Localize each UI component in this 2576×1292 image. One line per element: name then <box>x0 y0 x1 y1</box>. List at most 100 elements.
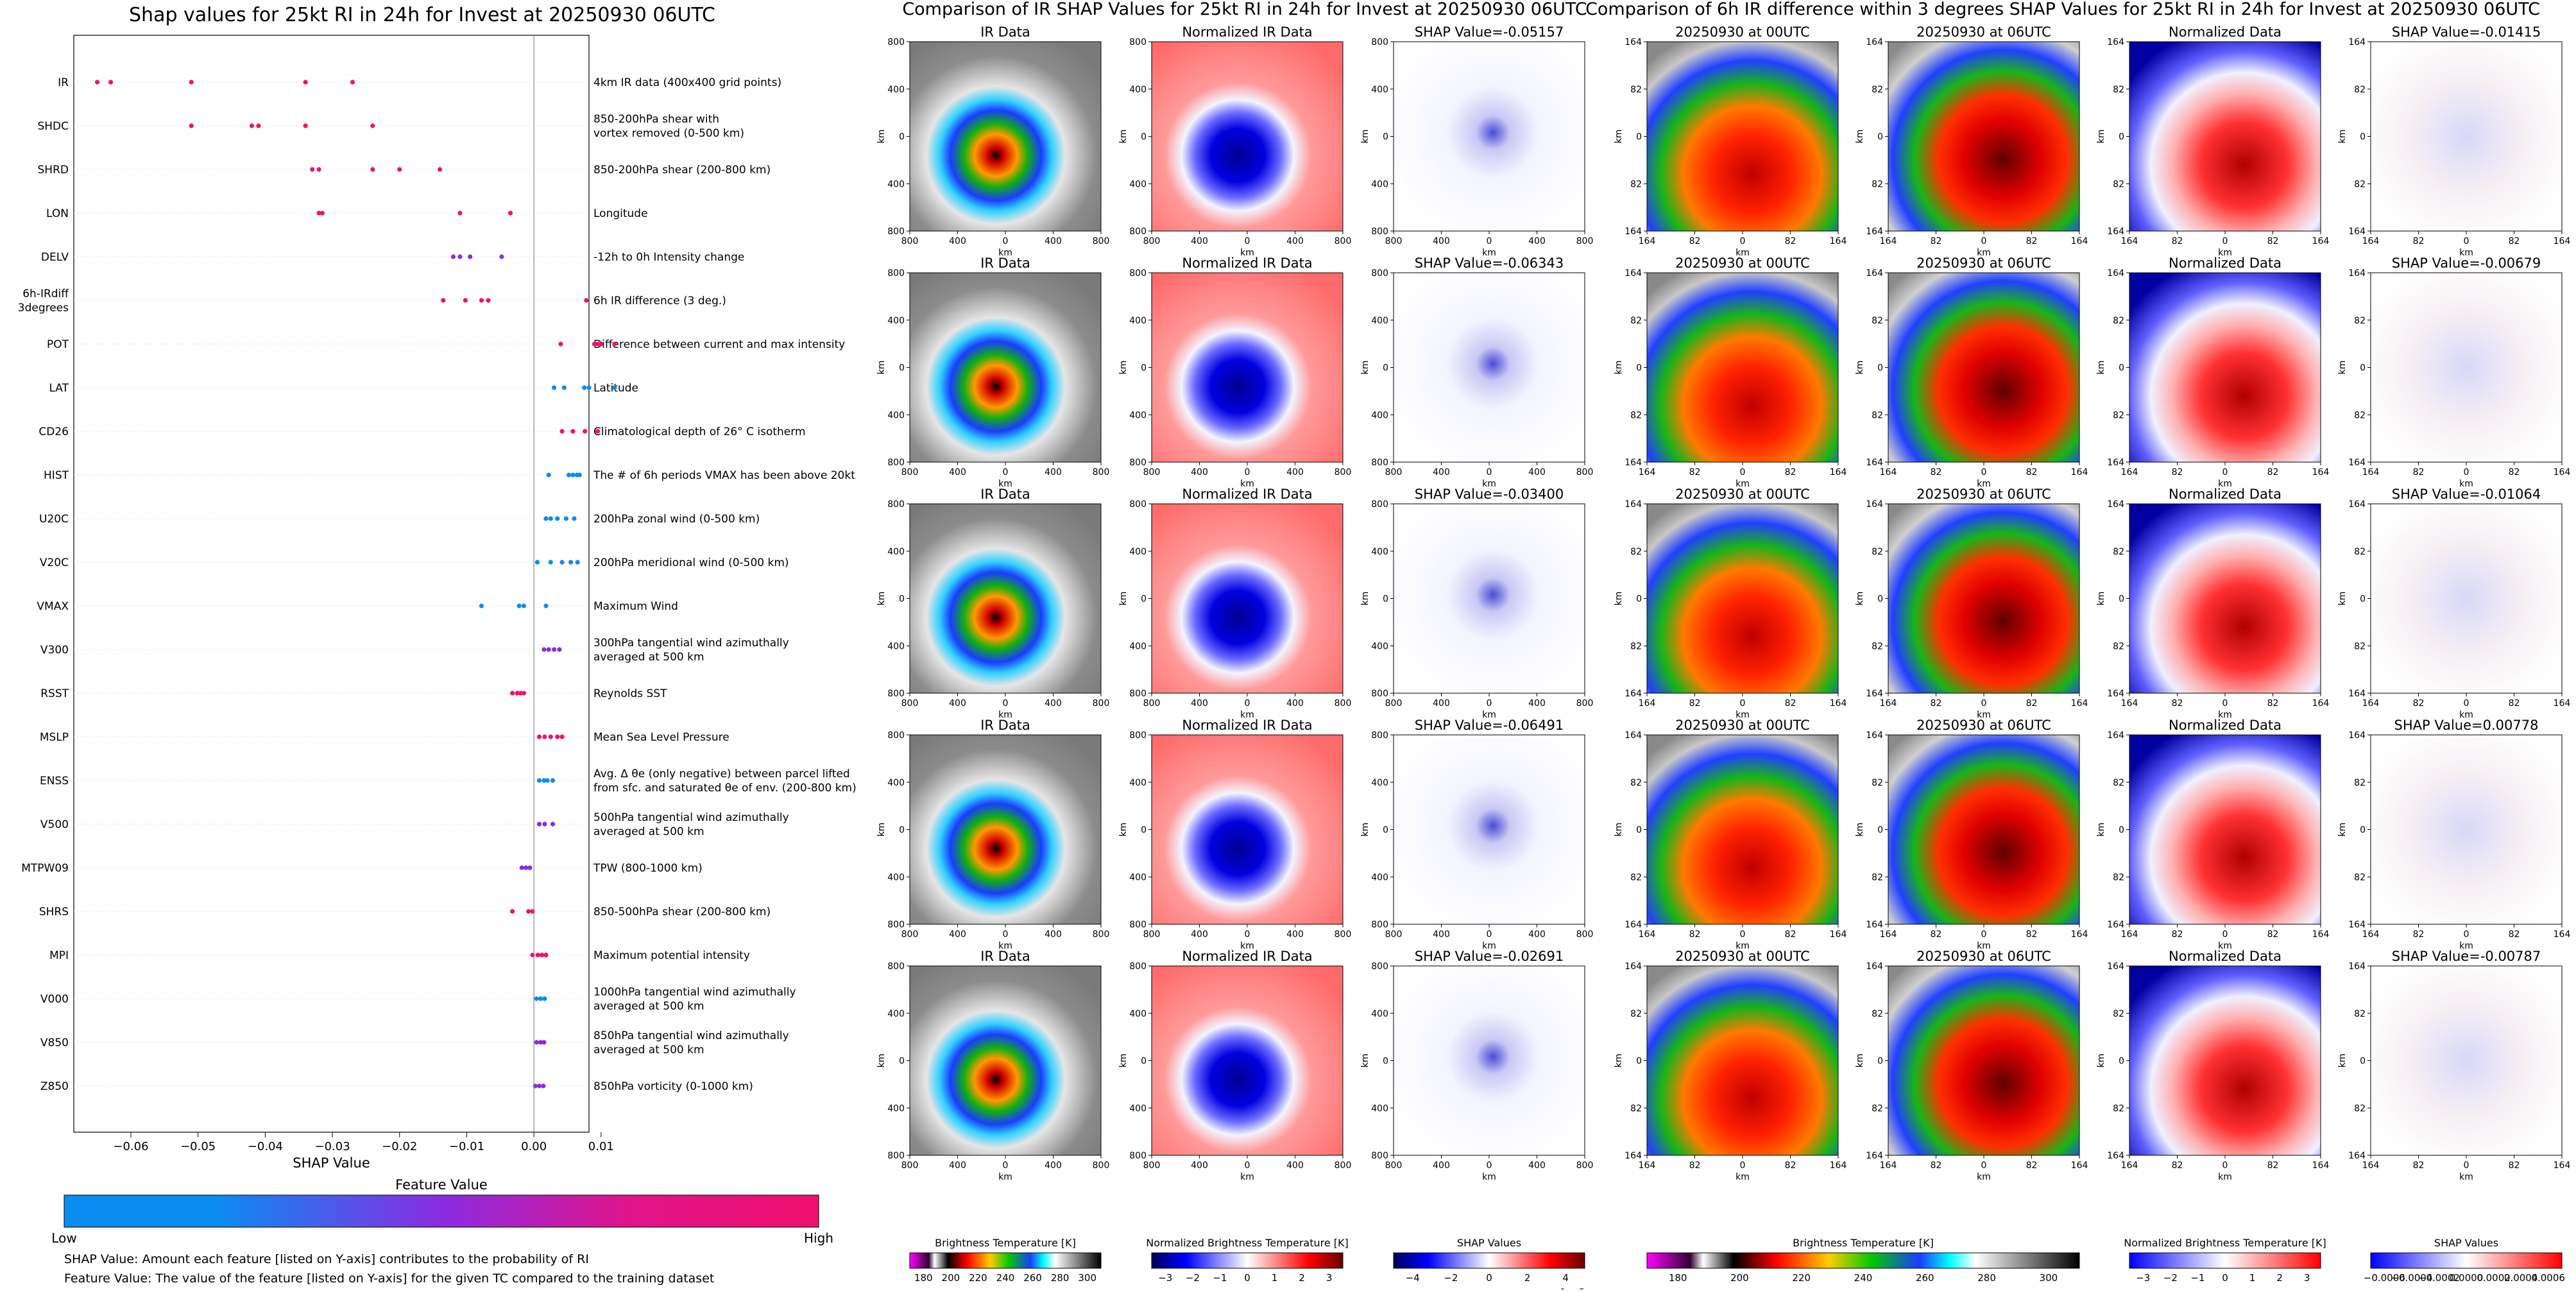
y-tick-label: 164 <box>1866 730 1883 741</box>
y-tick-label: 0 <box>2119 1056 2124 1067</box>
y-axis-label: km <box>2096 823 2106 837</box>
y-axis-label: km <box>2337 361 2348 375</box>
shap-point <box>546 472 551 478</box>
x-tick-label: 400 <box>1191 929 1208 940</box>
x-axis-label: km <box>2459 941 2473 951</box>
x-tick-label: 0 <box>1003 1160 1009 1171</box>
y-tick-label: 0 <box>1383 132 1388 142</box>
x-tick-label: 0 <box>1245 698 1250 709</box>
shap-point <box>518 691 523 696</box>
x-tick-label: 164 <box>2312 467 2330 478</box>
panel-title: Normalized IR Data <box>1182 487 1312 502</box>
y-tick-label: 164 <box>2348 730 2366 741</box>
x-tick-label: 0 <box>2222 1160 2228 1171</box>
x-axis-label: km <box>1482 941 1496 951</box>
x-tick-label: 82 <box>2172 1160 2183 1171</box>
shap-point <box>479 603 484 608</box>
y-tick-label: 400 <box>887 410 905 420</box>
y-tick-label: 82 <box>1872 85 1883 95</box>
x-tick-label: 82 <box>1785 1160 1796 1171</box>
shap-point <box>548 516 553 521</box>
colorbar-label: Normalized Brightness Temperature [K] <box>1146 1237 1349 1249</box>
panel-title: IR Data <box>980 24 1030 40</box>
y-tick-label: 400 <box>887 872 905 883</box>
y-axis-label: km <box>1855 361 1865 375</box>
x-tick-label: 800 <box>1143 929 1161 940</box>
y-tick-label: 82 <box>1872 410 1883 420</box>
y-axis-label: km <box>1118 823 1129 837</box>
y-tick-label: 82 <box>2113 316 2124 326</box>
y-tick-label: 82 <box>1872 778 1883 788</box>
y-tick-label: 164 <box>1866 920 1883 930</box>
y-tick-label: 0 <box>899 132 905 142</box>
shap-point <box>548 734 553 739</box>
panel-title: SHAP Value=-0.00679 <box>2392 255 2541 271</box>
x-tick-label: 800 <box>1093 698 1110 709</box>
x-tick-label: 82 <box>1689 236 1701 246</box>
shap-point <box>552 385 557 390</box>
feature-description-label: TPW (800-1000 km) <box>593 862 703 875</box>
shap-point <box>95 80 100 85</box>
colorbar-tick-label: −0.0004 <box>2391 1272 2432 1284</box>
y-tick-label: 164 <box>1625 961 1642 972</box>
colorbar-tick-label: −2 <box>1444 1272 1458 1284</box>
x-tick-label: 164 <box>1639 1160 1656 1171</box>
x-tick-label: −0.04 <box>248 1140 283 1153</box>
colorbar-tick-label: 260 <box>1023 1272 1042 1284</box>
y-tick-label: 164 <box>1625 499 1642 510</box>
x-tick-label: 800 <box>1385 929 1403 940</box>
y-tick-label: 82 <box>1630 316 1642 326</box>
20250930-at-06utc-panel <box>1888 41 2080 232</box>
normalized-ir-data-panel <box>1151 503 1343 694</box>
panel-title: IR Data <box>980 487 1030 502</box>
y-tick-label: 400 <box>887 179 905 189</box>
feature-colorbar <box>64 1194 819 1228</box>
panel-title: SHAP Value=-0.06491 <box>1415 718 1564 733</box>
y-tick-label: 164 <box>1625 1151 1642 1161</box>
y-tick-label: 0 <box>1141 594 1147 605</box>
shap-value-note: SHAP Value: Amount each feature [listed … <box>64 1252 589 1266</box>
y-tick-label: 800 <box>887 1151 905 1161</box>
shap-point <box>463 298 468 303</box>
shap-point <box>534 560 540 565</box>
x-tick-label: 164 <box>2071 467 2088 478</box>
x-tick-label: 82 <box>1689 698 1701 709</box>
x-tick-label: 164 <box>1880 698 1897 709</box>
x-tick-label: 400 <box>1528 929 1546 940</box>
y-tick-label: 164 <box>2348 961 2366 972</box>
x-tick-label: 800 <box>1385 698 1403 709</box>
y-axis-label: km <box>1855 823 1865 837</box>
x-tick-label: 82 <box>2026 236 2038 246</box>
colorbar-tick-label: −4 <box>1406 1272 1420 1284</box>
x-tick-label: 400 <box>1433 467 1450 478</box>
y-tick-label: 82 <box>2354 641 2366 651</box>
panel-title: 20250930 at 00UTC <box>1675 487 1810 502</box>
shap-value-panel <box>2370 503 2563 694</box>
shap-value-panel <box>2370 734 2563 925</box>
colorbar <box>2129 1252 2321 1269</box>
x-tick-label: 0 <box>2222 467 2228 478</box>
y-tick-label: 400 <box>887 641 905 651</box>
x-tick-label: 800 <box>1576 467 1594 478</box>
shap-point <box>510 691 515 696</box>
y-tick-label: 0 <box>899 594 905 605</box>
colorbar-label: Brightness Temperature [K] <box>1793 1237 1934 1249</box>
x-tick-label: 82 <box>2509 467 2520 478</box>
feature-name-label: MPI <box>49 949 69 962</box>
feature-colorbar-high-label: High <box>804 1230 833 1246</box>
feature-description-label: Avg. Δ θe (only negative) between parcel… <box>593 768 857 795</box>
x-tick-label: 0 <box>2222 236 2228 246</box>
normalized-data-panel <box>2129 965 2321 1156</box>
feature-description-label: Longitude <box>593 207 648 220</box>
x-tick-label: 800 <box>1143 1160 1161 1171</box>
y-tick-label: 82 <box>2354 778 2366 788</box>
x-tick-label: 82 <box>1931 929 1942 940</box>
y-tick-label: 800 <box>887 730 905 741</box>
x-tick-label: 164 <box>2121 929 2138 940</box>
x-tick-label: −0.03 <box>314 1140 350 1153</box>
y-tick-label: 800 <box>1129 730 1147 741</box>
x-tick-label: 164 <box>1830 929 1847 940</box>
x-axis-label: km <box>1736 1172 1750 1182</box>
colorbar-tick-label: 180 <box>1669 1272 1687 1284</box>
shap-point <box>486 298 491 303</box>
